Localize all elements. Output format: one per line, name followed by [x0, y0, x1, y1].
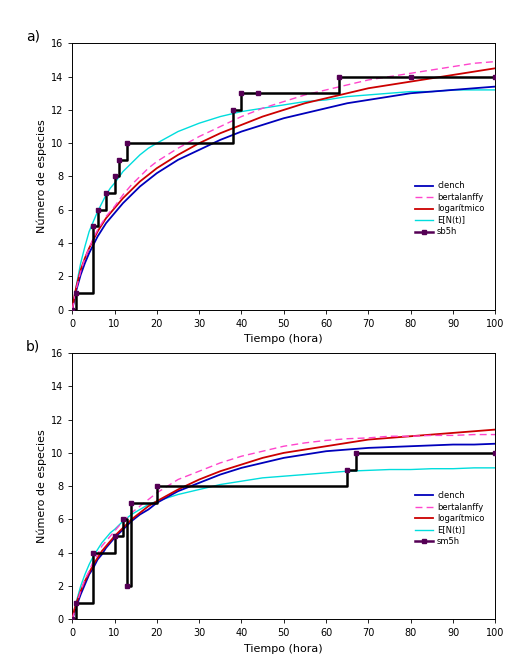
Text: b): b) — [26, 340, 40, 354]
X-axis label: Tiempo (hora): Tiempo (hora) — [245, 334, 323, 344]
X-axis label: Tiempo (hora): Tiempo (hora) — [245, 644, 323, 654]
Legend: clench, bertalanffy, logarítmico, E[N(t)], sm5h: clench, bertalanffy, logarítmico, E[N(t)… — [412, 489, 487, 549]
Text: a): a) — [26, 30, 40, 44]
Y-axis label: Número de especies: Número de especies — [36, 120, 46, 233]
Y-axis label: Número de especies: Número de especies — [36, 430, 46, 543]
Legend: clench, bertalanffy, logarítmico, E[N(t)], sb5h: clench, bertalanffy, logarítmico, E[N(t)… — [412, 179, 487, 239]
